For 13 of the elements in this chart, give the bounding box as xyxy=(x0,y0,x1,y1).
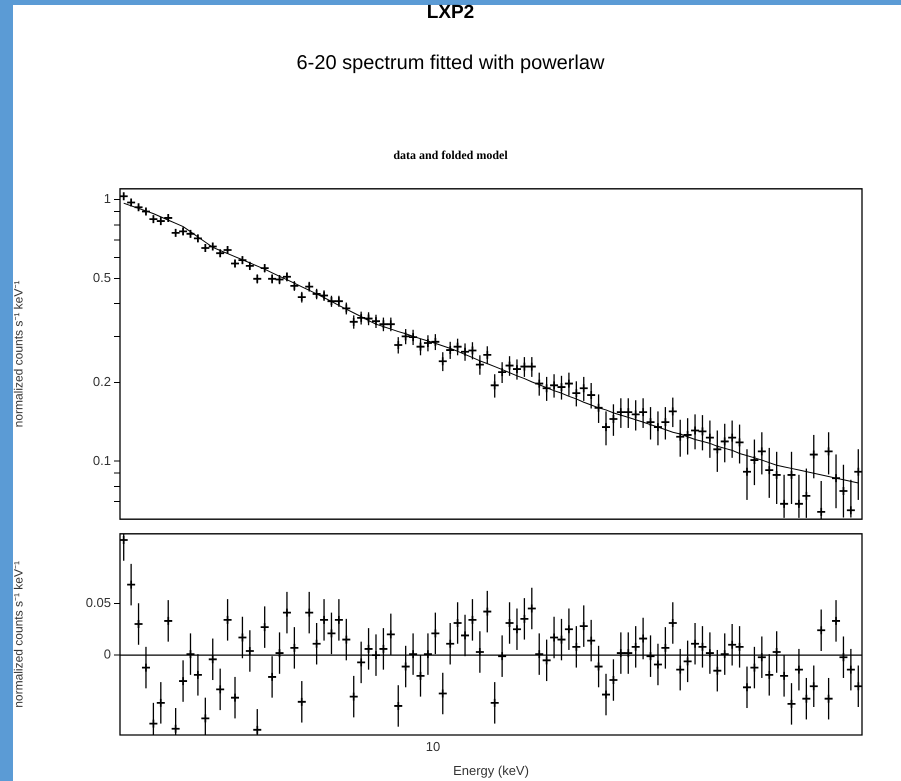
y-tick-label: 0 xyxy=(104,646,111,662)
text: data and folded model xyxy=(392,148,509,163)
chart-title: LXP2 xyxy=(426,2,476,24)
chart-subtitle: 6-20 spectrum fitted with powerlaw xyxy=(296,52,606,75)
y-axis-title: normalized counts s⁻¹ keV⁻¹ xyxy=(12,280,26,428)
x-axis-title: Energy (keV) xyxy=(453,762,529,778)
y-axis-title: normalized counts s⁻¹ keV⁻¹ xyxy=(12,561,26,708)
y-tick-label: 0.05 xyxy=(86,594,111,610)
y-tick-label: 1 xyxy=(104,191,111,206)
y-tick-label: 0.5 xyxy=(92,270,111,285)
text: 10 xyxy=(424,739,442,754)
y-tick-label: 0.2 xyxy=(92,374,111,390)
y-tick-label: 0.1 xyxy=(92,452,111,468)
